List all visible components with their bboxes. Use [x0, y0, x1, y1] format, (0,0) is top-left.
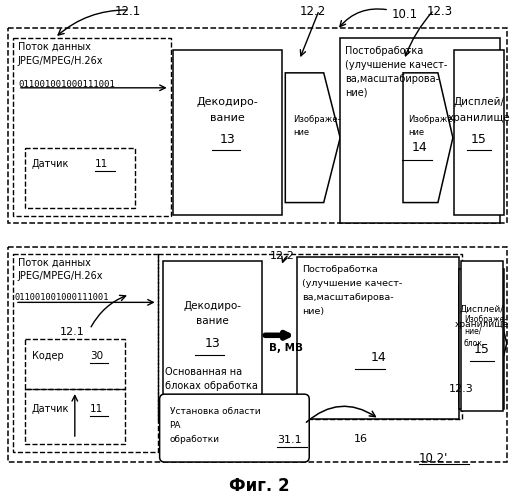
- Text: ние: ние: [293, 128, 309, 137]
- Text: Фиг. 2: Фиг. 2: [228, 477, 289, 495]
- Text: 12.2: 12.2: [299, 5, 325, 18]
- Bar: [297, 258, 459, 419]
- Text: Постобработка: Постобработка: [345, 46, 424, 56]
- Text: хранилище: хранилище: [455, 320, 509, 329]
- Text: 011001001000111001: 011001001000111001: [15, 294, 110, 302]
- Text: Постобработка: Постобработка: [302, 266, 378, 274]
- Text: 12.1: 12.1: [115, 5, 141, 18]
- Bar: [25, 340, 125, 389]
- Text: 30: 30: [90, 351, 103, 361]
- Text: ва,масштабирова-: ва,масштабирова-: [345, 74, 439, 84]
- Text: 16: 16: [354, 434, 368, 444]
- Text: 13: 13: [204, 337, 221, 350]
- Text: Дисплей/: Дисплей/: [460, 305, 504, 314]
- Text: блоках обработка: блоках обработка: [165, 381, 257, 391]
- Text: вание: вание: [196, 316, 229, 326]
- Text: 15: 15: [474, 343, 490, 356]
- Text: РА: РА: [170, 421, 181, 430]
- Text: Дисплей/: Дисплей/: [453, 97, 504, 107]
- Bar: [340, 38, 500, 222]
- Bar: [454, 50, 504, 214]
- Text: Поток данных: Поток данных: [18, 42, 91, 52]
- Text: 14: 14: [370, 350, 386, 364]
- Text: Изображе-: Изображе-: [408, 115, 456, 124]
- Text: (улучшение качест-: (улучшение качест-: [302, 280, 403, 288]
- Bar: [8, 28, 507, 222]
- Text: хранилище: хранилище: [447, 112, 510, 122]
- Text: ние): ние): [302, 308, 324, 316]
- Text: (улучшение качест-: (улучшение качест-: [345, 60, 447, 70]
- Text: 12.3: 12.3: [427, 5, 453, 18]
- Bar: [158, 254, 462, 419]
- Text: Установка области: Установка области: [170, 407, 260, 416]
- FancyBboxPatch shape: [160, 394, 309, 462]
- Text: вание: вание: [210, 112, 245, 122]
- Bar: [461, 262, 503, 411]
- Text: JPEG/MPEG/H.26x: JPEG/MPEG/H.26x: [18, 272, 103, 281]
- Text: Датчик: Датчик: [32, 158, 70, 168]
- Text: JPEG/MPEG/H.26x: JPEG/MPEG/H.26x: [18, 56, 103, 66]
- Text: 12.2: 12.2: [269, 252, 294, 262]
- Text: Изображе-: Изображе-: [293, 115, 341, 124]
- Polygon shape: [459, 284, 507, 402]
- Bar: [13, 254, 158, 452]
- Text: 11: 11: [95, 158, 108, 168]
- Text: ние/: ние/: [464, 327, 481, 336]
- Bar: [173, 50, 282, 214]
- Bar: [459, 270, 504, 409]
- Bar: [162, 262, 262, 409]
- Text: 12.3: 12.3: [449, 384, 474, 394]
- Text: Основанная на: Основанная на: [165, 367, 242, 377]
- Text: 14: 14: [412, 141, 428, 154]
- Text: обработки: обработки: [170, 435, 220, 444]
- Text: 31.1: 31.1: [277, 435, 302, 445]
- Bar: [25, 148, 134, 208]
- Text: 13: 13: [220, 133, 235, 146]
- Text: 11: 11: [90, 404, 103, 414]
- Text: 15: 15: [471, 133, 487, 146]
- Text: ва,масштабирова-: ва,масштабирова-: [302, 294, 394, 302]
- Text: Декодиро-: Декодиро-: [184, 302, 241, 312]
- Text: 12.1: 12.1: [60, 328, 85, 338]
- Text: Декодиро-: Декодиро-: [197, 97, 258, 107]
- Text: Изображе-: Изображе-: [464, 315, 507, 324]
- Bar: [25, 389, 125, 444]
- Text: Кодер: Кодер: [32, 351, 64, 361]
- Text: В, МВ: В, МВ: [269, 344, 303, 353]
- Text: ние: ние: [408, 128, 424, 137]
- Text: 10.2': 10.2': [419, 452, 448, 465]
- Text: блок: блок: [464, 339, 483, 348]
- Bar: [13, 38, 171, 216]
- Text: 011001001000111001: 011001001000111001: [18, 80, 115, 89]
- Polygon shape: [285, 73, 340, 202]
- Text: Датчик: Датчик: [32, 404, 70, 414]
- Text: 10.1: 10.1: [392, 8, 418, 21]
- Bar: [8, 248, 507, 462]
- Text: Поток данных: Поток данных: [18, 258, 91, 268]
- Text: ние): ние): [345, 88, 367, 98]
- Polygon shape: [403, 73, 453, 202]
